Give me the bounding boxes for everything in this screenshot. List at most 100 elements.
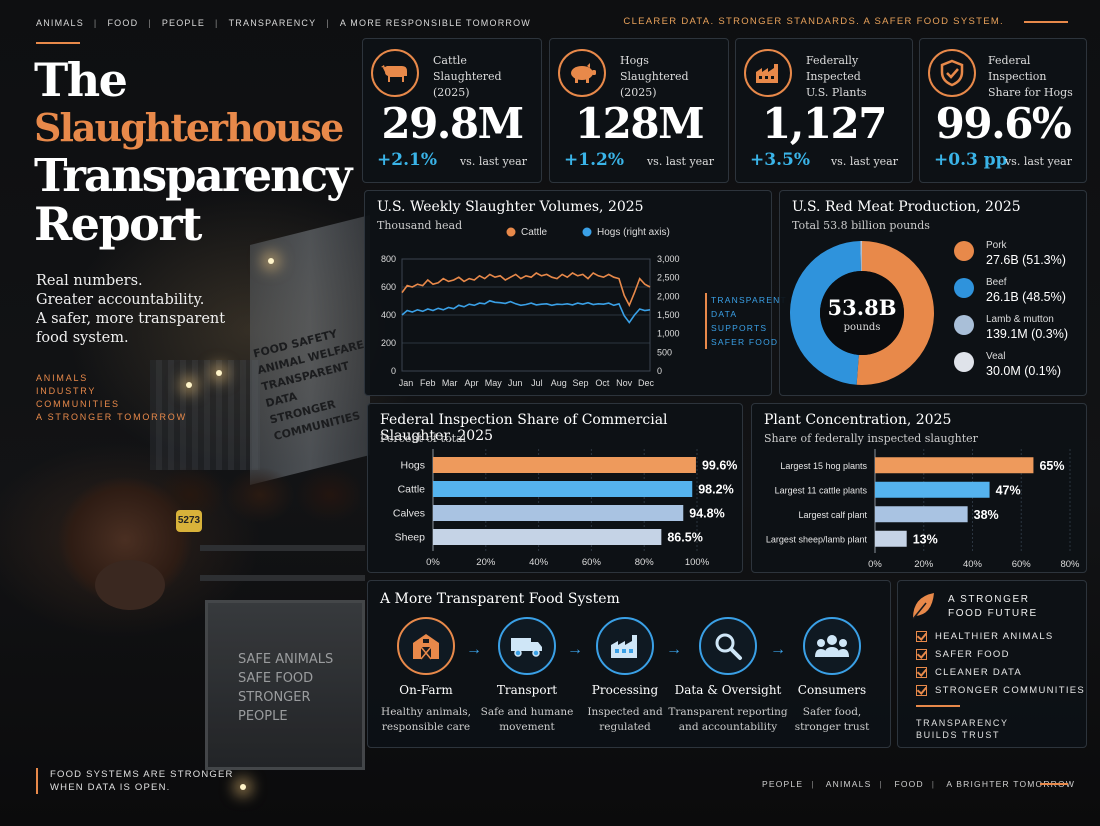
checkbox-icon — [916, 648, 927, 660]
factory-icon — [596, 617, 654, 675]
red-meat-production-panel: U.S. Red Meat Production, 2025 Total 53.… — [779, 190, 1087, 396]
shield-check-icon — [928, 49, 976, 97]
donut-center: 53.8B pounds — [824, 295, 900, 333]
legend-marker — [582, 227, 592, 237]
footer-nav-item[interactable]: ANIMALS — [825, 779, 872, 789]
flow-step-name: On-Farm — [399, 683, 453, 697]
kpi-label: Cattle Slaughtered (2025) — [433, 54, 502, 99]
nav-item[interactable]: TRANSPARENCY — [228, 18, 317, 28]
flow-step-name: Data & Oversight — [674, 683, 782, 697]
footer-nav-item[interactable]: PEOPLE — [762, 779, 804, 789]
lamp-light — [216, 370, 222, 376]
y-right-tick-label: 2,000 — [657, 291, 680, 301]
chart-subtitle: Share of federally inspected slaughter — [764, 432, 978, 445]
chart-title: U.S. Red Meat Production, 2025 — [792, 199, 1021, 215]
bar — [433, 505, 684, 521]
accent-rule — [1040, 783, 1068, 785]
bar — [875, 481, 990, 498]
lamp-light — [186, 382, 192, 388]
people-icon — [803, 617, 861, 675]
category-label: Cattle — [398, 484, 426, 496]
flow-step-desc: Transparent reporting and accountability — [668, 706, 788, 733]
kpi-value: 29.8M — [381, 99, 524, 148]
gate-text: SAFE ANIMALS SAFE FOOD STRONGER PEOPLE — [238, 650, 358, 726]
kpi-value: 1,127 — [761, 99, 888, 148]
side-note-line: SUPPORTS — [711, 323, 768, 333]
legend-label: Hogs (right axis) — [597, 227, 670, 238]
topic-tag: ANIMALS — [36, 373, 89, 383]
plant-concentration-panel: Plant Concentration, 2025 Share of feder… — [751, 403, 1087, 573]
kpi-delta: +3.5% — [750, 150, 810, 170]
legend-marker — [954, 352, 974, 372]
donut-slice — [860, 241, 862, 272]
bar — [433, 529, 662, 545]
kpi-value: 128M — [574, 99, 705, 148]
checklist-item: CLEANER DATA — [916, 663, 1085, 681]
future-title: A STRONGER FOOD FUTURE — [948, 594, 1038, 619]
data-label: 13% — [913, 532, 938, 546]
gate-text-line: SAFE ANIMALS — [238, 652, 334, 667]
bar-chart: 0% 20% 40% 60% 80% Largest 15 hog plants 65% La… — [766, 449, 1080, 570]
kpi-card-hog-inspection: Federal Inspection Share for Hogs 99.6% … — [919, 38, 1087, 183]
food-future-panel: A STRONGER FOOD FUTURE HEALTHIER ANIMALS… — [897, 580, 1087, 748]
arrow-right-icon: → — [770, 641, 786, 658]
cow-ear-tag: 5273 — [176, 510, 202, 532]
kpi-value: 99.6% — [935, 99, 1072, 148]
title-line: Transparency — [34, 149, 352, 202]
nav-item[interactable]: FOOD — [107, 18, 139, 28]
footer-statement: FOOD SYSTEMS ARE STRONGER WHEN DATA IS O… — [36, 768, 234, 794]
intro-line: Real numbers. — [36, 273, 143, 289]
y-tick-label: 200 — [381, 338, 396, 348]
federal-inspection-panel: Federal Inspection Share of Commercial S… — [367, 403, 743, 573]
x-tick-label: 60% — [1012, 559, 1032, 570]
flow-step-name: Processing — [591, 683, 659, 697]
checklist-label: SAFER FOOD — [935, 648, 1010, 660]
x-tick-label: Oct — [595, 378, 610, 388]
legend-value: 139.1M (0.3%) — [986, 327, 1068, 341]
footer-nav-item[interactable]: A BRIGHTER TOMORROW — [946, 779, 1076, 789]
flow-step-desc: Inspected and regulated — [587, 706, 663, 733]
flow-step-transport: Transport Safe and humane movement — [472, 617, 582, 735]
title-line: The — [34, 53, 128, 107]
donut-slice — [856, 241, 934, 385]
x-tick-label: 0% — [426, 557, 440, 568]
donut-chart: Pork 27.6B (51.3%) Beef 26.1B (48.5%) Lamb &… — [790, 240, 1068, 385]
future-checklist: HEALTHIER ANIMALS SAFER FOOD CLEANER DAT… — [916, 627, 1085, 699]
data-label: 47% — [996, 483, 1021, 497]
topic-tag: INDUSTRY — [36, 386, 97, 396]
kpi-delta: +2.1% — [377, 150, 437, 170]
x-tick-label: 20% — [476, 557, 496, 568]
kpi-card-hogs: Hogs Slaughtered (2025) 128M +1.2% vs. l… — [549, 38, 729, 183]
title-line: Slaughterhouse — [34, 105, 344, 150]
category-label: Largest 15 hog plants — [780, 461, 867, 471]
future-footer: TRANSPARENCY BUILDS TRUST — [916, 718, 1009, 740]
topic-tags: ANIMALS INDUSTRY COMMUNITIES A STRONGER … — [36, 372, 187, 424]
x-tick-label: 20% — [914, 559, 934, 570]
building-facade — [150, 360, 260, 470]
gate-text-line: SAFE FOOD — [238, 671, 314, 686]
flow-step-desc: Safe and humane movement — [480, 706, 574, 733]
data-label: 86.5% — [667, 531, 702, 545]
legend-marker — [954, 315, 974, 335]
y-right-tick-label: 2,500 — [657, 273, 680, 283]
x-tick-label: Feb — [420, 378, 436, 388]
data-label: 94.8% — [689, 507, 724, 521]
nav-item[interactable]: ANIMALS — [36, 18, 84, 28]
accent-rule — [1024, 21, 1068, 23]
side-note-line: SAFER FOOD — [711, 337, 779, 347]
y-right-tick-label: 0 — [657, 366, 662, 376]
y-tick-label: 400 — [381, 310, 396, 320]
x-tick-label: Jul — [531, 378, 543, 388]
nav-item[interactable]: PEOPLE — [161, 18, 206, 28]
arrow-right-icon: → — [666, 641, 682, 658]
checkbox-icon — [916, 630, 927, 642]
x-tick-label: 80% — [635, 557, 655, 568]
flow-step-data-oversight: Data & Oversight Transparent reporting a… — [666, 617, 790, 735]
chart-subtitle: Percent of total — [380, 432, 467, 445]
kpi-delta: +1.2% — [564, 150, 624, 170]
line-chart: 0 200 400 600 800 0 500 1,000 1,500 2,000 2,500 3,0… — [381, 227, 680, 388]
legend-label: Lamb & mutton — [986, 314, 1054, 325]
kpi-card-cattle: Cattle Slaughtered (2025) 29.8M +2.1% vs… — [362, 38, 542, 183]
footer-nav-item[interactable]: FOOD — [894, 779, 924, 789]
nav-item[interactable]: A MORE RESPONSIBLE TOMORROW — [339, 18, 531, 28]
